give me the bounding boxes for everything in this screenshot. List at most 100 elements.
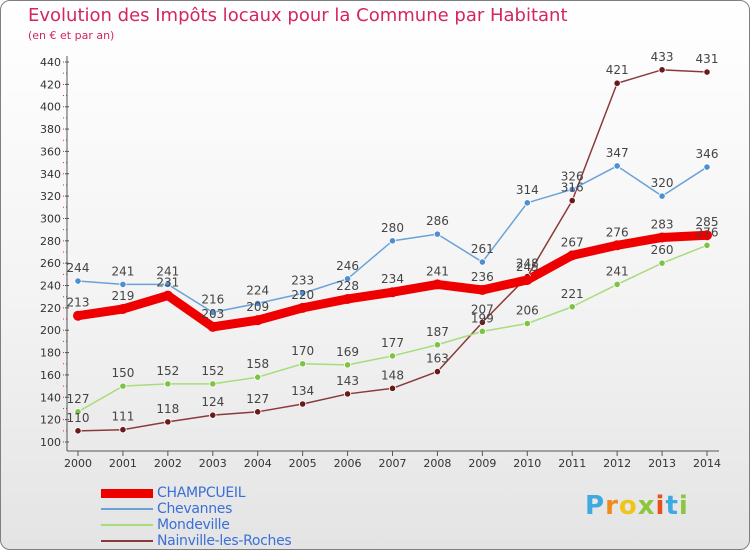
x-tick-label: 2009 — [468, 457, 496, 470]
data-point-champcueil — [522, 274, 533, 285]
data-point-chevannes — [299, 289, 307, 297]
data-point-nainville-les-roches — [433, 367, 442, 376]
data-label: 152 — [156, 364, 179, 378]
data-point-chevannes — [119, 280, 127, 289]
data-label: 209 — [246, 300, 269, 314]
logo-letter: P — [585, 491, 606, 521]
data-point-chevannes — [703, 163, 711, 171]
data-point-mondeville — [119, 382, 127, 390]
data-label: 246 — [336, 259, 359, 273]
data-point-nainville-les-roches — [343, 390, 352, 398]
data-label: 207 — [471, 302, 494, 316]
data-point-mondeville — [523, 319, 531, 328]
data-point-nainville-les-roches — [703, 68, 711, 76]
y-tick-label: 200 — [40, 324, 61, 337]
data-point-champcueil — [567, 250, 578, 261]
data-point-champcueil — [297, 302, 308, 313]
data-label: 203 — [201, 307, 224, 321]
legend-swatch-champcueil — [101, 489, 153, 498]
data-point-chevannes — [613, 162, 621, 170]
data-point-champcueil — [162, 290, 173, 301]
data-point-champcueil — [657, 232, 668, 243]
legend-label-mondeville: Mondeville — [157, 517, 230, 533]
data-label: 124 — [201, 395, 224, 409]
data-label: 276 — [696, 225, 719, 239]
logo-letter: t — [665, 491, 679, 521]
data-point-mondeville — [388, 352, 397, 360]
legend-label-nainville: Nainville-les-Roches — [157, 533, 292, 549]
data-point-chevannes — [388, 237, 397, 245]
data-point-nainville-les-roches — [299, 400, 307, 408]
data-label: 228 — [336, 279, 359, 293]
data-label: 283 — [651, 217, 674, 231]
data-label: 206 — [516, 304, 539, 318]
x-tick-label: 2008 — [423, 457, 451, 470]
logo-letter: o — [618, 491, 638, 521]
data-point-champcueil — [207, 321, 218, 332]
data-label: 150 — [111, 366, 134, 380]
y-tick-label: 280 — [40, 235, 61, 248]
data-label: 326 — [561, 169, 584, 183]
data-label: 170 — [291, 344, 314, 358]
data-point-mondeville — [703, 241, 711, 249]
x-tick-label: 2012 — [603, 457, 631, 470]
data-point-mondeville — [433, 341, 442, 349]
data-point-chevannes — [478, 258, 486, 266]
data-label: 118 — [156, 402, 179, 416]
data-label: 346 — [696, 147, 719, 161]
data-point-mondeville — [209, 380, 217, 388]
y-tick-label: 260 — [40, 257, 61, 270]
data-label: 169 — [336, 345, 359, 359]
y-tick-label: 140 — [40, 391, 61, 404]
x-tick-label: 2010 — [513, 457, 541, 470]
y-tick-label: 160 — [40, 369, 61, 382]
data-label: 148 — [381, 368, 404, 382]
data-label: 216 — [201, 292, 224, 306]
proxiti-logo: Proxiti — [585, 491, 689, 521]
data-point-mondeville — [478, 327, 486, 335]
data-label: 127 — [67, 392, 90, 406]
x-tick-label: 2005 — [289, 457, 317, 470]
data-point-chevannes — [658, 192, 666, 200]
y-tick-label: 360 — [40, 145, 61, 158]
y-tick-label: 440 — [40, 56, 61, 69]
data-label: 261 — [471, 242, 494, 256]
y-tick-label: 320 — [40, 190, 61, 203]
data-label: 241 — [156, 264, 179, 278]
data-point-nainville-les-roches — [568, 196, 576, 205]
data-point-chevannes — [209, 308, 217, 316]
y-tick-label: 220 — [40, 302, 61, 315]
x-tick-label: 2011 — [558, 457, 586, 470]
data-point-mondeville — [613, 280, 621, 289]
data-label: 163 — [426, 352, 449, 366]
data-label: 187 — [426, 325, 449, 339]
logo-letter: r — [605, 491, 619, 521]
data-label: 199 — [471, 311, 494, 325]
data-point-champcueil — [387, 287, 398, 298]
logo-letter: i — [678, 491, 689, 521]
chart-series-points — [73, 66, 712, 435]
data-point-mondeville — [74, 408, 82, 416]
data-point-champcueil — [73, 310, 83, 321]
chart-axes: 100 120 140 160 180 200 220 240 260 280 300 320 340 3… — [40, 56, 721, 470]
chart-title: Evolution des Impôts locaux pour la Comm… — [28, 5, 568, 26]
data-label: 316 — [561, 181, 584, 195]
data-point-nainville-les-roches — [119, 426, 127, 434]
data-point-chevannes — [568, 185, 576, 194]
data-point-mondeville — [658, 259, 666, 267]
data-label: 286 — [426, 214, 449, 228]
data-label: 320 — [651, 176, 674, 190]
data-point-champcueil — [117, 304, 128, 314]
data-label: 158 — [246, 357, 269, 371]
data-point-champcueil — [477, 285, 488, 295]
y-tick-label: 240 — [40, 280, 61, 293]
data-label: 219 — [111, 289, 134, 303]
legend-swatch-nainville — [101, 540, 153, 542]
legend-swatch-mondeville — [101, 524, 153, 526]
data-label: 111 — [111, 410, 134, 424]
x-tick-label: 2007 — [379, 457, 407, 470]
data-label: 234 — [381, 272, 404, 286]
legend-label-champcueil: CHAMPCUEIL — [157, 485, 246, 501]
